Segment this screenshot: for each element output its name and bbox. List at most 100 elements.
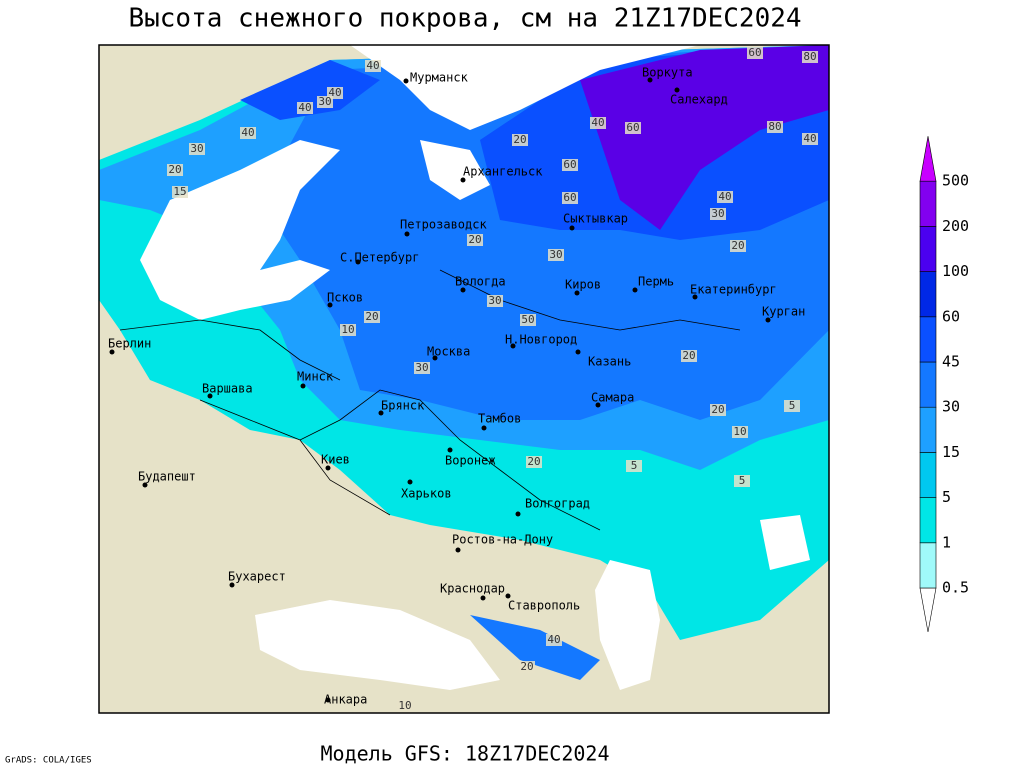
legend-label: 0.5 [942, 579, 969, 597]
city-label: Н.Новгород [505, 333, 577, 347]
contour-label: 40 [298, 101, 311, 114]
city-label: Анкара [324, 693, 367, 707]
contour-label: 40 [718, 190, 731, 203]
legend-label: 15 [942, 443, 960, 461]
contour-label-box [562, 159, 578, 171]
map [99, 45, 829, 713]
city-label: Мурманск [410, 71, 469, 85]
city-label: Ставрополь [508, 599, 580, 613]
city-label: Москва [427, 345, 470, 359]
title: Высота снежного покрова, см на 21Z17DEC2… [128, 4, 801, 34]
contour-label-box [487, 295, 503, 307]
contour-label-box [365, 60, 381, 72]
contour-label-box [784, 400, 800, 412]
city-dot [460, 287, 466, 293]
model-label: Модель GFS: 18Z17DEC2024 [321, 742, 610, 766]
contour-label-box [467, 234, 483, 246]
legend-label: 200 [942, 217, 969, 235]
city-label: Киев [321, 453, 350, 467]
contour-label: 80 [768, 120, 781, 133]
contour-label-box [167, 164, 183, 176]
contour-label: 20 [682, 349, 695, 362]
contour-label-box [732, 426, 748, 438]
city-dot [432, 355, 438, 361]
city-label: Сыктывкар [563, 212, 628, 226]
contour-label: 10 [341, 323, 354, 336]
contour-label-box [590, 117, 606, 129]
contour-label-box [747, 47, 763, 59]
legend-swatch [919, 406, 937, 453]
city-dot [632, 287, 638, 293]
legend-label: 500 [942, 172, 969, 190]
contour-label-box [414, 362, 430, 374]
contour-label-box [397, 700, 413, 712]
contour-label: 50 [521, 313, 534, 326]
city-dot [378, 410, 384, 416]
legend-swatch [919, 180, 937, 227]
contour-label: 40 [547, 633, 560, 646]
credit: GrADS: COLA/IGES [5, 756, 92, 766]
city-label: Самара [591, 391, 634, 405]
city-label: Будапешт [138, 470, 196, 484]
legend-swatch [919, 587, 937, 633]
city-label: Петрозаводск [400, 218, 487, 232]
legend-label: 45 [942, 353, 960, 371]
contour-label: 30 [711, 207, 724, 220]
contour-label: 60 [748, 46, 761, 59]
city-label: Салехард [670, 93, 728, 107]
city-label: Псков [327, 291, 363, 305]
contour-label: 60 [563, 158, 576, 171]
city-label: Казань [588, 355, 631, 369]
city-dot [327, 302, 333, 308]
city-dot [574, 290, 580, 296]
city-label: Краснодар [440, 582, 505, 596]
contour-label: 40 [366, 59, 379, 72]
city-label: Берлин [108, 337, 151, 351]
city-dot [595, 402, 601, 408]
city-dot [765, 317, 771, 323]
legend-swatch [919, 361, 937, 408]
legend-swatch [919, 226, 937, 272]
contour-label: 30 [488, 294, 501, 307]
city-dot [355, 259, 361, 265]
contour-label-box [240, 127, 256, 139]
contour-label: 40 [803, 132, 816, 145]
contour-label: 10 [398, 699, 411, 712]
contour-label-box [546, 634, 562, 646]
city-label: Бухарест [228, 570, 286, 584]
contour-label: 20 [520, 660, 533, 673]
city-label: Тамбов [478, 412, 521, 426]
contour-label-box [189, 143, 205, 155]
city-label: Воронеж [445, 454, 496, 468]
city-label: Ростов-на-Дону [452, 533, 553, 547]
contour-label: 10 [733, 425, 746, 438]
city-label: Вологда [455, 275, 506, 289]
city-dot [674, 87, 680, 93]
contour-label: 30 [318, 95, 331, 108]
city-label: Пермь [638, 275, 674, 289]
contour-label-box [340, 324, 356, 336]
contour-label: 20 [365, 310, 378, 323]
contour-label: 20 [468, 233, 481, 246]
contour-label: 30 [190, 142, 203, 155]
city-label: Екатеринбург [690, 283, 777, 297]
contour-label: 30 [415, 361, 428, 374]
legend-swatch [919, 542, 937, 589]
city-dot [505, 593, 511, 599]
city-dot [480, 595, 486, 601]
city-dot [455, 547, 461, 553]
city-dot [404, 231, 410, 237]
contour-label-box [730, 240, 746, 252]
contour-label: 20 [168, 163, 181, 176]
contour-label: 80 [803, 50, 816, 63]
legend-label: 60 [942, 307, 960, 325]
contour-label-box [317, 96, 333, 108]
contour-label-box [519, 661, 535, 673]
contour-label-box [767, 121, 783, 133]
contour-label-box [520, 314, 536, 326]
legend-swatch [919, 136, 937, 182]
map-frame [98, 44, 830, 714]
contour-label-box [548, 249, 564, 261]
city-dot [109, 349, 115, 355]
city-dot [647, 77, 653, 83]
